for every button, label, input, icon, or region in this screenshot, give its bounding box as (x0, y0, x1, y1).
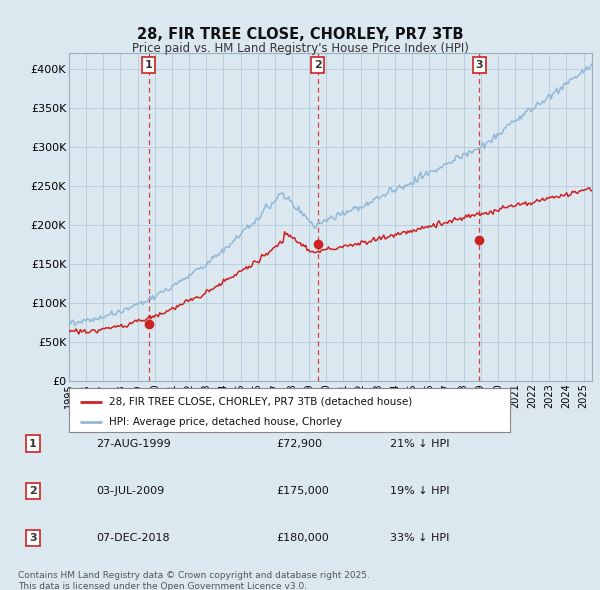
Text: HPI: Average price, detached house, Chorley: HPI: Average price, detached house, Chor… (109, 417, 342, 427)
Text: 33% ↓ HPI: 33% ↓ HPI (390, 533, 449, 543)
Text: 3: 3 (476, 60, 483, 70)
Text: £72,900: £72,900 (276, 439, 322, 448)
Text: 19% ↓ HPI: 19% ↓ HPI (390, 486, 449, 496)
Text: 27-AUG-1999: 27-AUG-1999 (96, 439, 171, 448)
Text: £175,000: £175,000 (276, 486, 329, 496)
Text: Contains HM Land Registry data © Crown copyright and database right 2025.: Contains HM Land Registry data © Crown c… (18, 571, 370, 579)
Text: 07-DEC-2018: 07-DEC-2018 (96, 533, 170, 543)
Text: £180,000: £180,000 (276, 533, 329, 543)
Text: 03-JUL-2009: 03-JUL-2009 (96, 486, 164, 496)
Text: Price paid vs. HM Land Registry's House Price Index (HPI): Price paid vs. HM Land Registry's House … (131, 42, 469, 55)
Text: 21% ↓ HPI: 21% ↓ HPI (390, 439, 449, 448)
Text: This data is licensed under the Open Government Licence v3.0.: This data is licensed under the Open Gov… (18, 582, 307, 590)
Text: 1: 1 (145, 60, 152, 70)
Text: 1: 1 (29, 439, 37, 448)
Text: 28, FIR TREE CLOSE, CHORLEY, PR7 3TB (detached house): 28, FIR TREE CLOSE, CHORLEY, PR7 3TB (de… (109, 397, 412, 407)
Text: 3: 3 (29, 533, 37, 543)
Text: 2: 2 (29, 486, 37, 496)
Text: 2: 2 (314, 60, 322, 70)
Text: 28, FIR TREE CLOSE, CHORLEY, PR7 3TB: 28, FIR TREE CLOSE, CHORLEY, PR7 3TB (137, 27, 463, 41)
